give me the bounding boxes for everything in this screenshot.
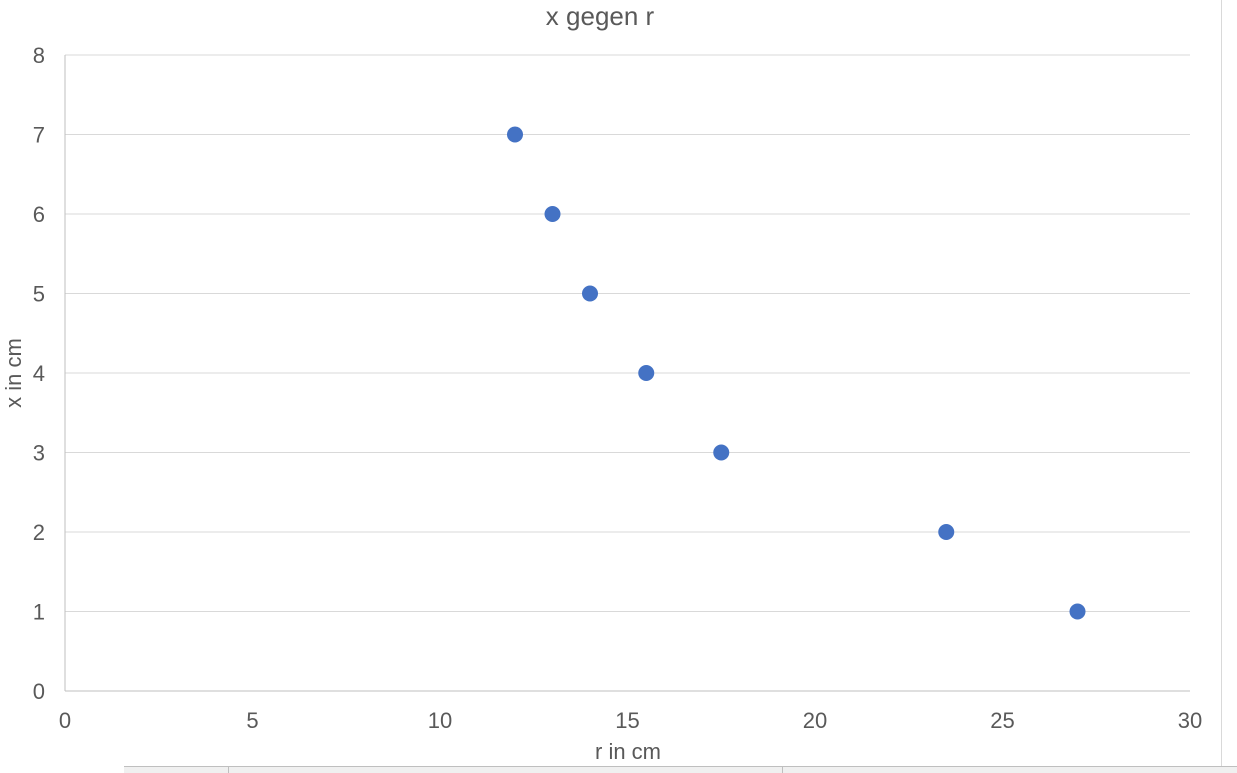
x-tick-label: 30 [1178,708,1202,733]
x-tick-label: 0 [59,708,71,733]
window-right-edge [1221,0,1237,772]
data-point [638,365,655,381]
y-tick-label: 1 [33,600,45,625]
y-tick-label: 4 [33,361,45,386]
x-tick-label: 15 [615,708,639,733]
y-tick-label: 8 [33,43,45,68]
y-tick-label: 2 [33,520,45,545]
x-tick-label: 20 [803,708,827,733]
x-tick-label: 5 [246,708,258,733]
data-point [544,206,561,222]
tab-divider [782,767,783,773]
x-axis-title: r in cm [595,739,661,764]
y-axis-title: x in cm [1,338,26,408]
data-point [507,126,523,143]
y-tick-label: 3 [33,441,45,466]
tick-labels: 0 1 2 3 4 5 6 7 8 0 5 10 15 20 25 30 [33,43,1202,733]
sheet-tab-strip [124,766,1237,773]
chart-title: x gegen r [546,1,655,31]
data-point [938,524,955,540]
y-tick-label: 5 [33,282,45,307]
data-point [1069,603,1086,620]
x-tick-label: 10 [428,708,452,733]
y-tick-label: 0 [33,679,45,704]
tab-divider [228,767,229,773]
axes [64,55,1190,692]
data-point [713,444,730,461]
data-points [507,126,1086,620]
y-tick-label: 6 [33,202,45,227]
data-point [582,285,598,302]
y-tick-label: 7 [33,123,45,148]
x-tick-label: 25 [990,708,1014,733]
gridlines [65,54,1190,612]
